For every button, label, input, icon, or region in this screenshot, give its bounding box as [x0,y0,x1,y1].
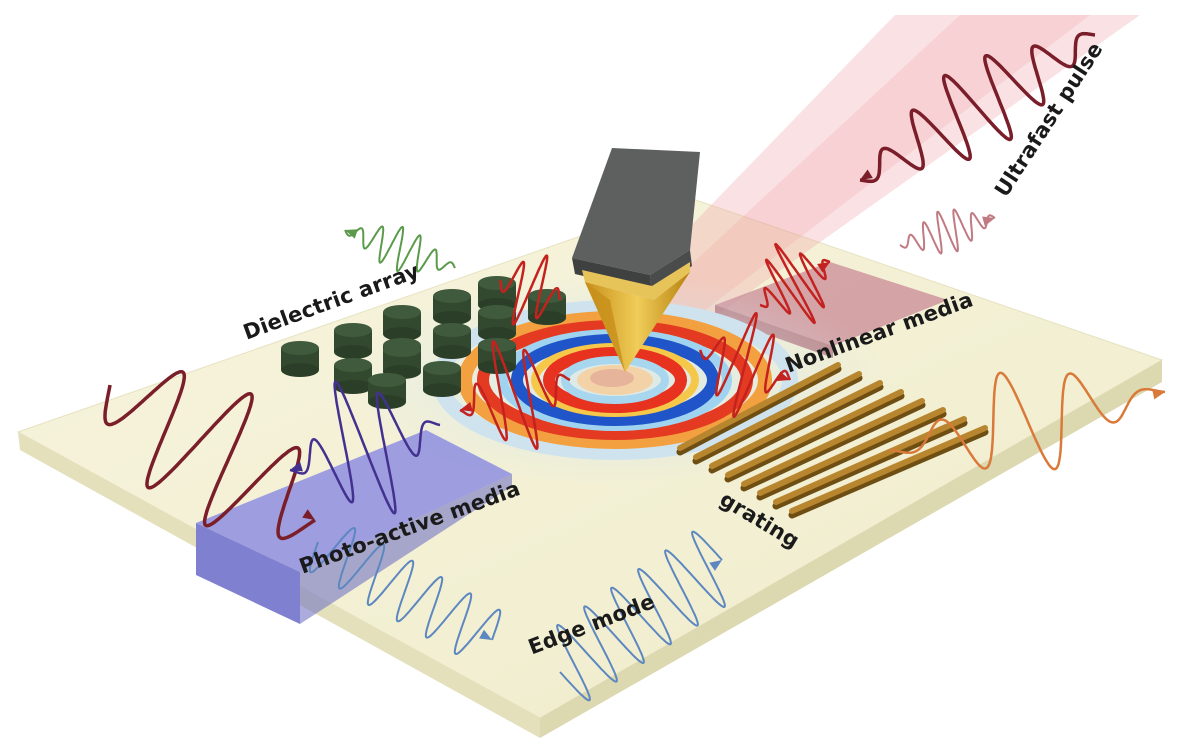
photo-active-purple-wave [289,380,441,515]
grating-bar [724,389,905,483]
edge-mode-wave-right [556,530,726,702]
dielectric-pillar [334,358,372,394]
waves [103,31,1166,702]
dielectric-pillar [433,323,471,359]
grating-bar [692,371,863,465]
ultrafast-pulse-wave [859,31,1096,184]
dielectric-pillar [423,361,461,397]
grating-bars [676,362,989,519]
dielectric-pillar [383,305,421,341]
dielectric-pillar [383,343,421,379]
center-left-wave [459,340,571,450]
grating-bar [788,425,989,519]
grating-bar [740,398,926,492]
laser-beam [590,15,1140,370]
center-right-wave [698,311,792,419]
nonlinear-emission-wave [899,208,996,255]
dielectric-pillar [433,289,471,325]
grating-bar [756,407,947,501]
dielectric-pillar [334,323,372,359]
grating-bar [708,380,884,474]
dielectric-pillar [281,341,319,377]
grating-bar [772,416,968,510]
center-top-wave [498,254,562,326]
dielectric-pillar [478,305,516,341]
grating-transmitted-wave [889,371,1166,471]
dielectric-emission-wave [344,225,456,273]
edge-mode-wave-left [308,527,502,655]
photo-active-pulse-wave [103,369,316,541]
grating-bar [676,362,842,456]
afm-tip-icon [572,148,700,372]
nonlinear-red-wave [759,242,831,325]
substrate-right-face [540,360,1162,738]
